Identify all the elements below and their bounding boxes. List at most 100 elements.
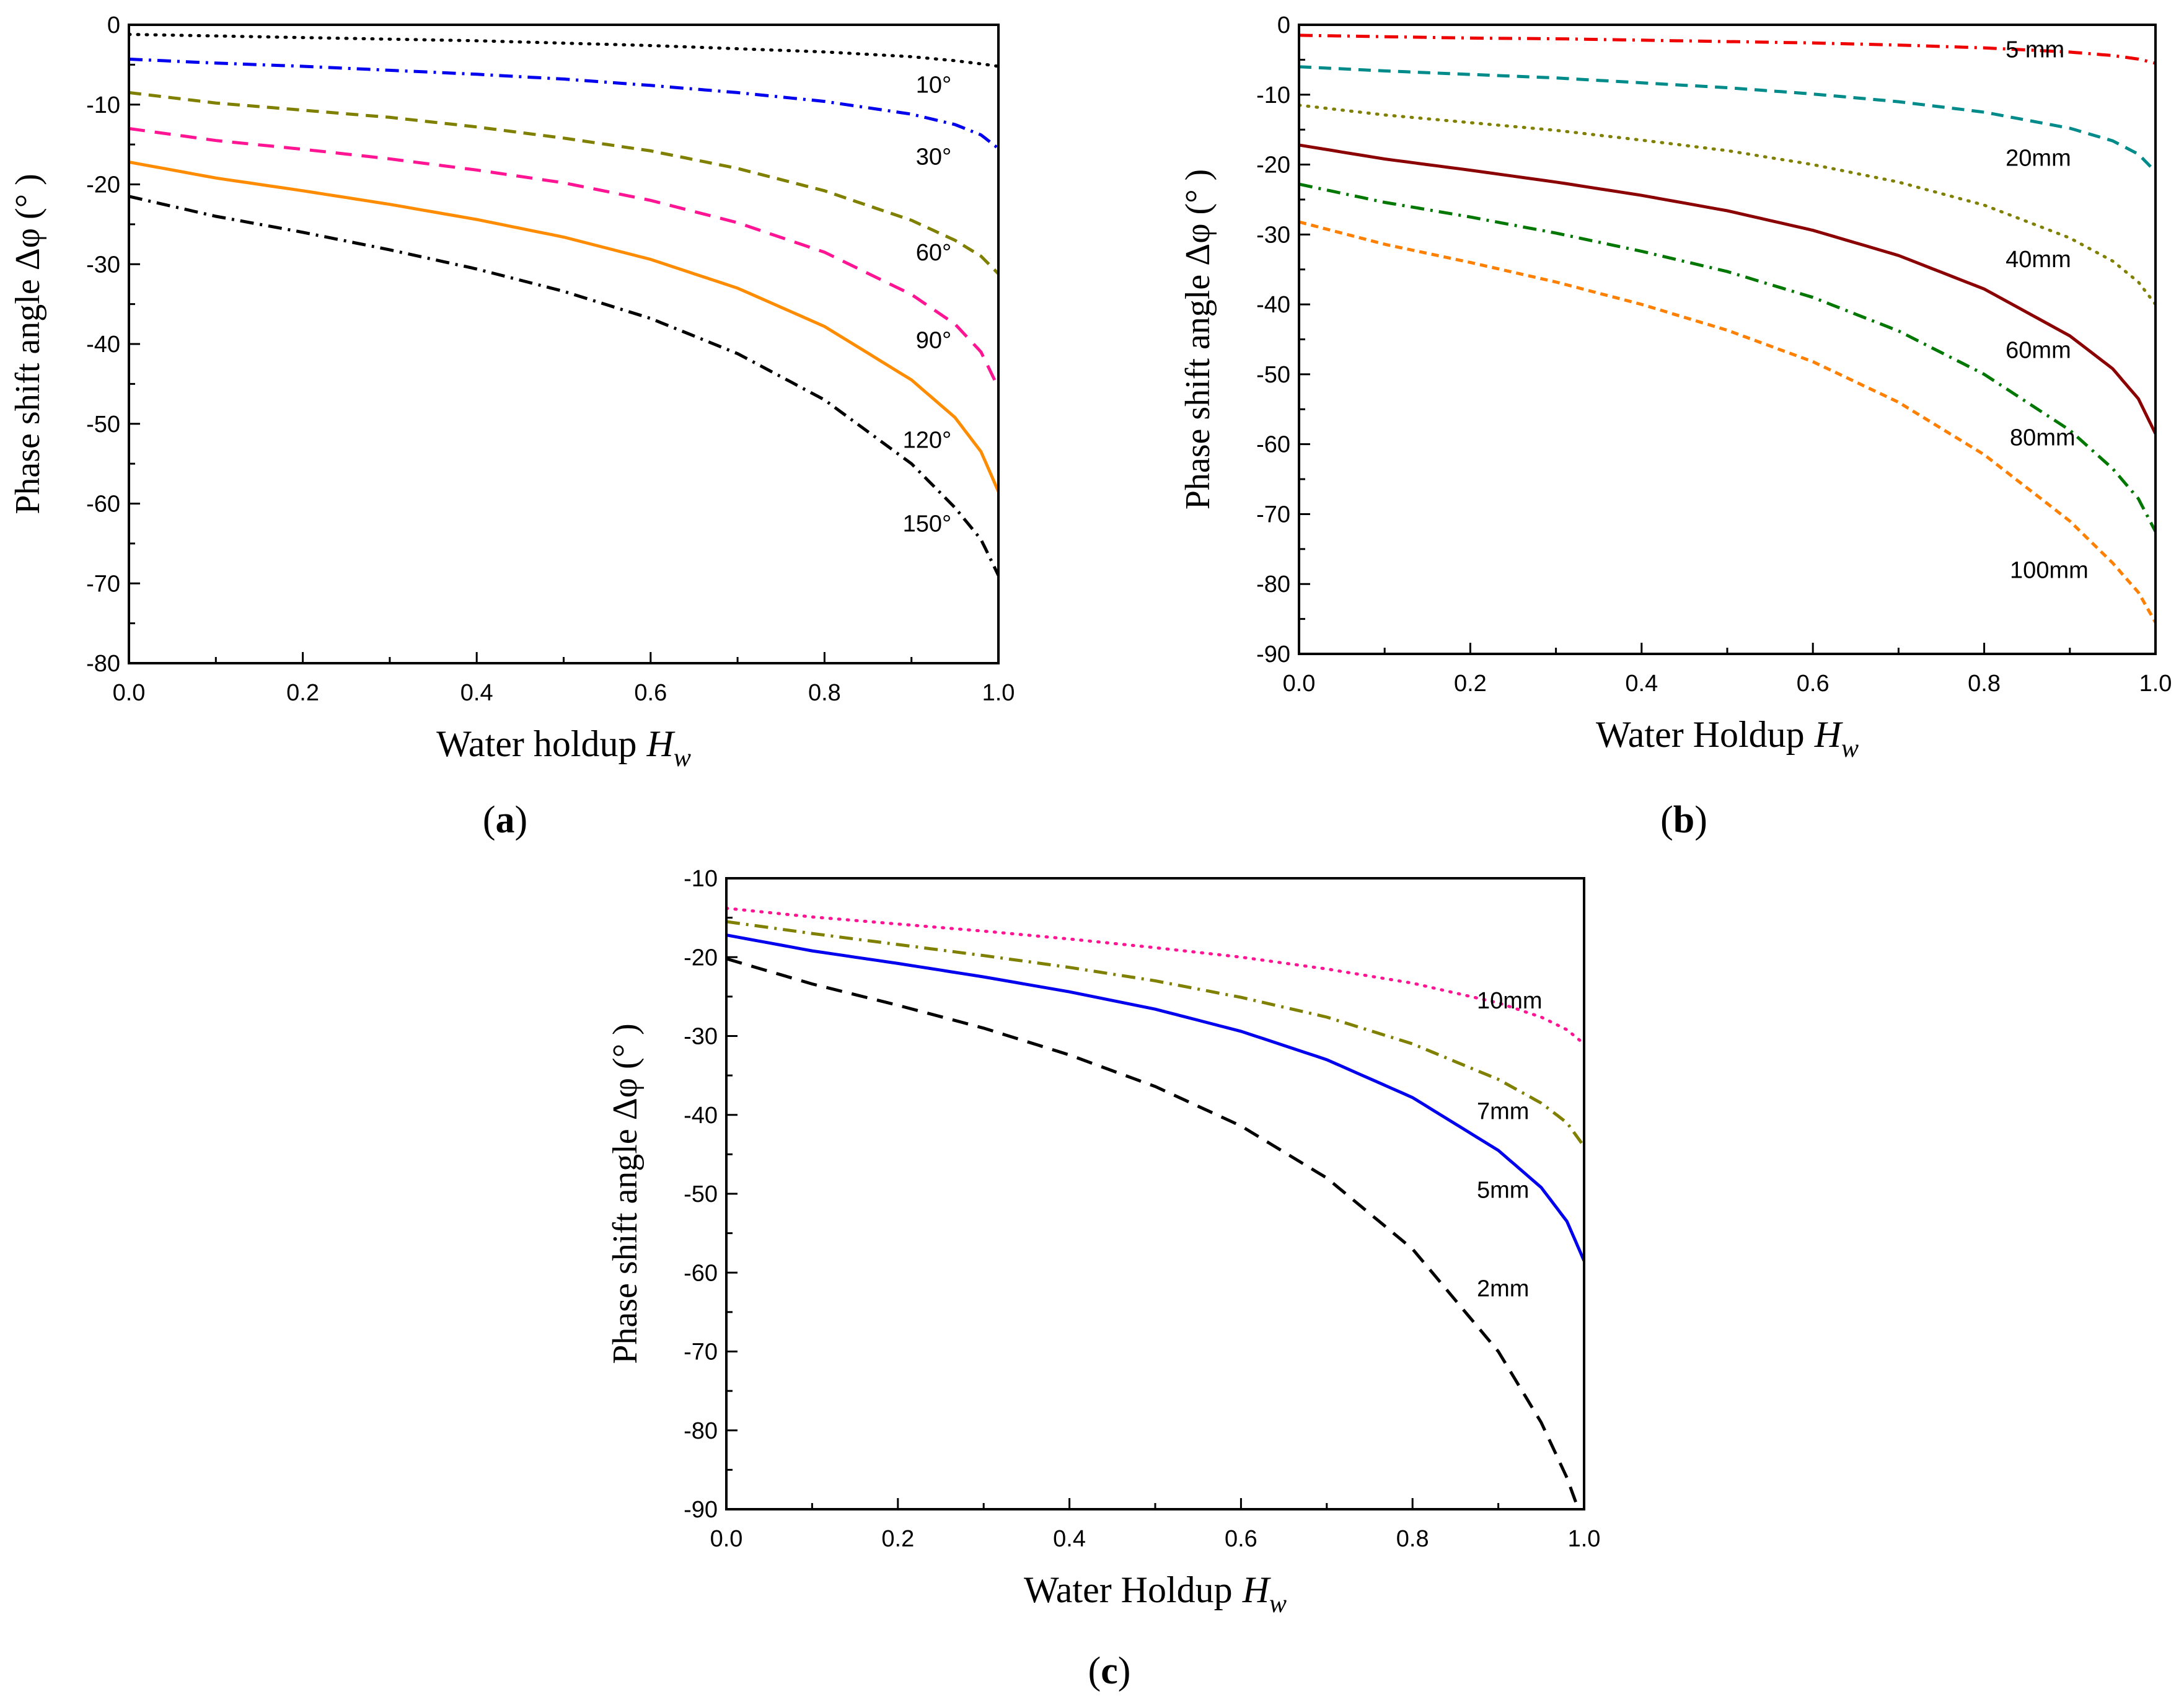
y-tick-label: -50 [86,412,120,438]
series-group [129,33,998,576]
x-tick-label: 0.0 [710,1526,743,1552]
x-axis-label: Water Holdup Hw [1596,714,1859,763]
x-axis-label-symbol: H [1814,714,1844,755]
y-tick-label: -40 [684,1103,718,1129]
y-tick-label: -70 [86,571,120,597]
x-tick-label: 0.8 [1968,671,2001,697]
x-axis-label-symbol: H [646,723,676,764]
y-tick-label: -10 [684,866,718,892]
y-tick-label: -90 [684,1497,718,1523]
series-line-100mm [1299,220,2155,624]
y-axis-label: Phase shift angle Δφ (° ) [606,1023,645,1364]
series-line-60mm [1299,143,2155,434]
series-line-2mm [726,957,1580,1509]
curve-label: 100mm [2010,558,2089,584]
panel-label-letter: b [1673,799,1694,841]
x-tick-label: 0.4 [1053,1526,1086,1552]
x-tick-label: 0.2 [286,680,319,706]
curve-label: 90° [916,328,951,354]
y-tick-label: -10 [1256,82,1290,108]
x-axis-label-sub: w [674,744,691,772]
y-tick-label: -40 [1256,292,1290,318]
series-line-20mm [1299,65,2155,173]
panel-label-open: ( [483,799,496,841]
curve-label: 2mm [1477,1276,1529,1302]
y-tick-label: -10 [86,92,120,118]
x-tick-label: 1.0 [982,680,1015,706]
series-group [1299,33,2155,624]
y-tick-label: -30 [1256,222,1290,248]
x-tick-label: 0.2 [1454,671,1487,697]
x-tick-label: 0.8 [808,680,841,706]
x-axis-label-sub: w [1269,1590,1287,1618]
x-tick-label: 0.0 [1283,671,1316,697]
y-tick-label: 0 [1277,12,1290,38]
y-tick-label: -80 [684,1418,718,1444]
series-line-90 [129,126,998,389]
y-tick-label: -30 [86,252,120,278]
y-tick-label: -70 [1256,501,1290,527]
panel-label-letter: c [1101,1650,1118,1692]
x-tick-label: 0.4 [460,680,493,706]
x-tick-label: 0.4 [1625,671,1658,697]
y-tick-label: -90 [1256,642,1290,668]
y-tick-label: -80 [1256,571,1290,597]
y-axis-label: Phase shift angle Δφ (° ) [9,174,47,514]
x-tick-label: 0.6 [1225,1526,1257,1552]
y-tick-label: -70 [684,1339,718,1365]
y-tick-label: -30 [684,1024,718,1050]
y-axis-label: Phase shift angle Δφ (° ) [1179,169,1217,510]
y-tick-label: -60 [1256,432,1290,458]
series-group [726,906,1584,1509]
y-tick-label: -20 [1256,152,1290,179]
x-tick-label: 0.2 [881,1526,914,1552]
series-line-40mm [1299,104,2155,306]
series-line-5mm [1299,33,2155,65]
x-axis-label: Water holdup Hw [436,723,691,772]
y-tick-label: 0 [107,12,120,38]
x-tick-label: 0.6 [1797,671,1830,697]
curve-label: 40mm [2006,247,2071,273]
series-line-7mm [726,920,1584,1148]
curve-label: 60° [916,240,951,266]
x-axis-label: Water Holdup Hw [1024,1569,1287,1618]
y-tick-label: -80 [86,651,120,677]
panel-label-open: ( [1660,799,1673,841]
series-line-10 [129,33,998,68]
x-axis-label-sub: w [1841,734,1859,763]
panel-label-close: ) [1118,1650,1131,1692]
x-axis-label-text: Water Holdup [1596,714,1805,755]
panel-a: 0.0 0.2 0.4 0.6 0.8 1.0 0 -10 -20 -30 -40 -50 -60 -70… [9,12,1015,841]
curve-label: 5 mm [2006,37,2064,63]
x-axis-label-text: Water holdup [436,723,636,764]
x-axis-label-symbol: H [1242,1569,1272,1610]
panel-c: 0.0 0.2 0.4 0.6 0.8 1.0 -10 -20 -30 -40 -50 -60 -70 -… [606,866,1600,1692]
curve-label: 7mm [1477,1098,1529,1124]
panel-b: 0.0 0.2 0.4 0.6 0.8 1.0 0 -10 -20 -30 -40 -50 -60 -70… [1179,12,2172,841]
panel-label-close: ) [515,799,528,841]
x-tick-label: 1.0 [2139,671,2172,697]
y-tick-label: -50 [684,1181,718,1207]
curve-label: 10° [916,73,951,99]
curve-label: 80mm [2010,425,2076,451]
x-axis-label-text: Water Holdup [1024,1569,1233,1610]
curve-label: 120° [903,428,952,454]
y-tick-label: -60 [86,492,120,518]
panel-label-open: ( [1088,1650,1101,1692]
y-tick-label: -20 [86,172,120,198]
panel-label: (a) [483,799,527,841]
y-tick-label: -60 [684,1260,718,1286]
y-tick-label: -20 [684,945,718,971]
series-line-60 [129,90,998,275]
curve-label: 30° [916,144,951,170]
panel-label-close: ) [1694,799,1707,841]
series-line-10mm [726,906,1584,1046]
series-line-5mm [726,933,1584,1262]
curve-label: 10mm [1477,988,1543,1014]
curve-label: 20mm [2006,145,2071,171]
curve-label: 150° [903,511,952,537]
x-tick-label: 0.0 [113,680,146,706]
x-tick-label: 0.8 [1396,1526,1429,1552]
